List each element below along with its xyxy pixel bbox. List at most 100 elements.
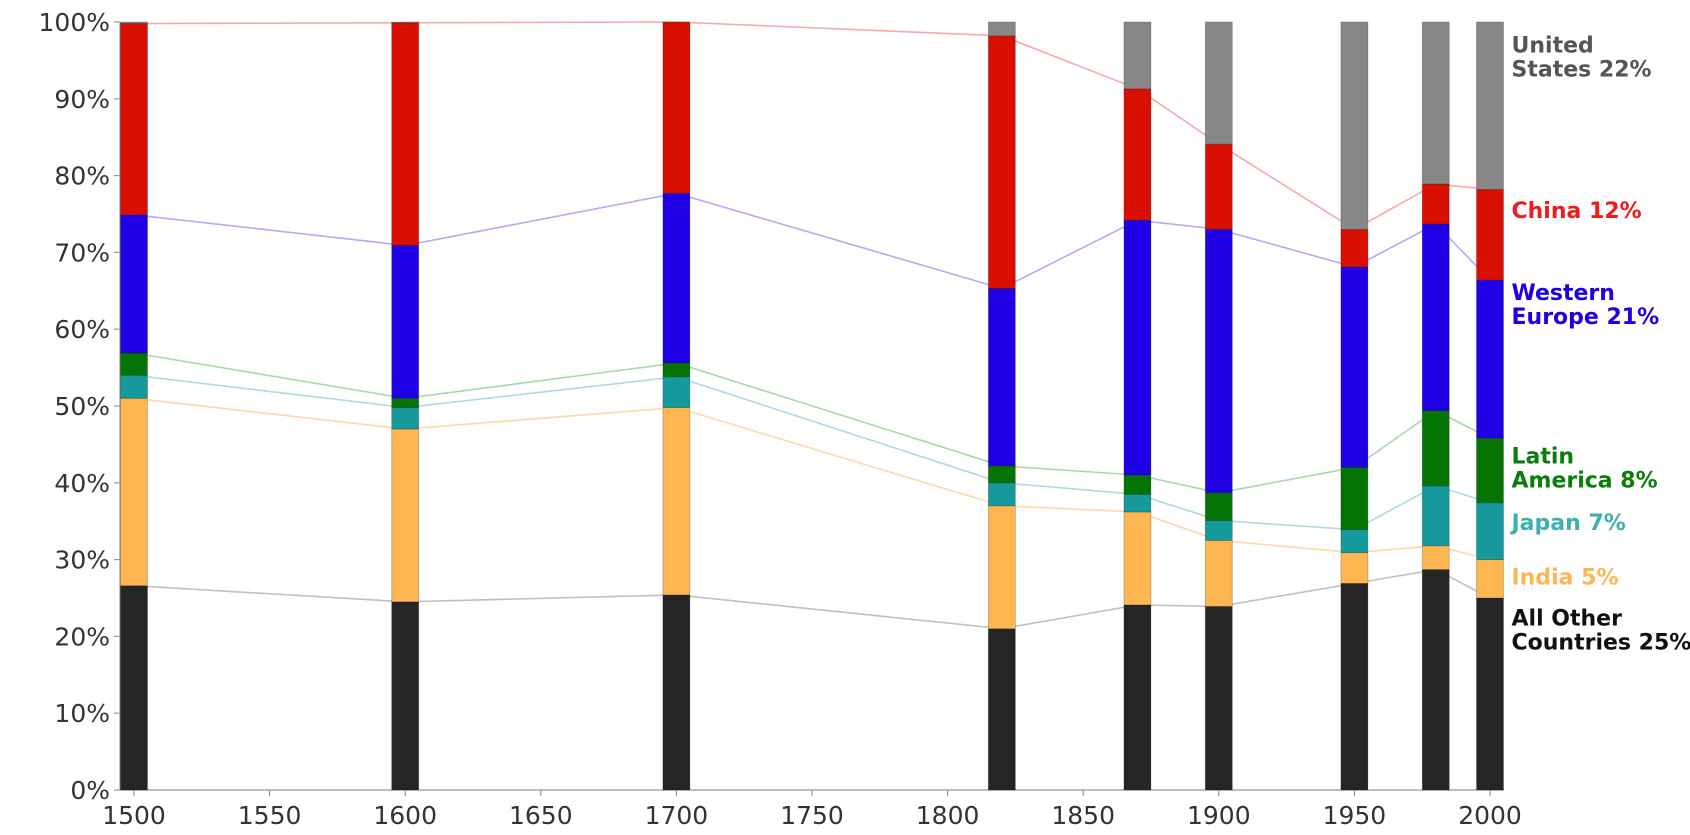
bar-segment-india-2000: [1476, 559, 1504, 599]
bar-segment-japan-1950: [1340, 529, 1369, 554]
y-tick-label: 100%: [39, 8, 110, 37]
y-tick-label: 40%: [54, 469, 110, 498]
series-label-japan: Japan 7%: [1510, 511, 1626, 536]
bar-segment-china-1600: [391, 22, 420, 246]
bar-segment-china-2000: [1476, 189, 1504, 281]
bar-segment-japan-1500: [120, 374, 148, 399]
bar-segment-india-1600: [391, 428, 420, 603]
bar-segment-all-other-countries-2000: [1476, 597, 1504, 791]
bar-segment-all-other-countries-1700: [662, 594, 691, 791]
stacked-bars: [120, 21, 1504, 791]
x-tick-label: 1850: [1051, 801, 1115, 830]
bar-segment-all-other-countries-1980: [1421, 569, 1450, 791]
series-label-all-other-countries: Countries 25%: [1512, 630, 1690, 655]
bar-segment-latin-america-1950: [1340, 467, 1369, 531]
series-label-latin-america: Latin: [1512, 444, 1575, 469]
bar-segment-china-1900: [1204, 143, 1233, 230]
bar-segment-latin-america-1870: [1123, 474, 1152, 495]
bar-segment-china-1980: [1421, 183, 1450, 225]
connector-line-india: [133, 397, 1491, 561]
bar-segment-latin-america-1820: [987, 465, 1016, 484]
bar-segment-western-europe-1950: [1340, 266, 1369, 468]
y-tick-label: 60%: [54, 315, 110, 344]
bar-segment-united-states-1900: [1204, 21, 1233, 145]
bar-segment-western-europe-1870: [1123, 219, 1152, 476]
bar-segment-western-europe-1700: [662, 192, 691, 364]
bar-segment-china-1950: [1340, 228, 1369, 268]
bar-segment-all-other-countries-1950: [1340, 583, 1369, 791]
bar-segment-all-other-countries-1500: [120, 585, 148, 791]
bar-segment-india-1980: [1421, 545, 1450, 570]
connector-line-western-europe: [133, 192, 1491, 290]
bar-segment-western-europe-1820: [987, 288, 1016, 467]
x-tick-label: 2000: [1458, 801, 1522, 830]
connector-lines: [133, 21, 1491, 630]
x-tick-label: 1950: [1323, 801, 1387, 830]
bar-segment-japan-1870: [1123, 493, 1152, 513]
bar-segment-united-states-1820: [987, 21, 1016, 37]
bar-segment-china-1500: [120, 23, 148, 216]
series-label-all-other-countries: All Other: [1512, 606, 1623, 631]
bar-segment-japan-2000: [1476, 502, 1504, 561]
connector-line-all-other-countries: [133, 568, 1491, 630]
axes: 0% 10% 20% 30% 40% 50% 60% 70% 80% 90% 100% 1500 155…: [39, 8, 1522, 830]
connector-line-latin-america: [133, 352, 1491, 494]
bar-segment-western-europe-1980: [1421, 223, 1450, 412]
bar-segment-japan-1900: [1204, 520, 1233, 541]
series-label-western-europe: Europe 21%: [1512, 305, 1660, 330]
series-label-latin-america: America 8%: [1512, 468, 1658, 493]
bar-segment-india-1870: [1123, 511, 1152, 606]
connector-line-japan: [133, 374, 1491, 531]
bar-segment-latin-america-1900: [1204, 492, 1233, 521]
bar-segment-latin-america-1700: [662, 362, 691, 378]
bar-segment-all-other-countries-1870: [1123, 604, 1152, 791]
bar-segment-united-states-1600: [391, 21, 420, 24]
y-tick-label: 50%: [54, 392, 110, 421]
bar-segment-western-europe-1600: [391, 245, 420, 399]
bar-segment-india-1900: [1204, 540, 1233, 607]
series-label-united-states: United: [1512, 34, 1594, 59]
series-label-western-europe: Western: [1512, 281, 1615, 306]
x-tick-label: 1700: [645, 801, 709, 830]
y-tick-label: 80%: [54, 162, 110, 191]
bar-segment-japan-1820: [987, 482, 1016, 507]
bar-segment-western-europe-1900: [1204, 228, 1233, 494]
y-tick-label: 0%: [70, 776, 110, 805]
bar-segment-united-states-1870: [1123, 21, 1152, 90]
bar-segment-latin-america-2000: [1476, 437, 1504, 504]
x-tick-label: 1900: [1187, 801, 1251, 830]
x-tick-label: 1650: [509, 801, 573, 830]
series-label-china: China 12%: [1512, 199, 1642, 224]
bar-segment-united-states-1980: [1421, 21, 1450, 185]
bar-segment-western-europe-2000: [1476, 279, 1504, 439]
y-tick-label: 20%: [54, 622, 110, 651]
bar-segment-japan-1700: [662, 376, 691, 408]
y-tick-label: 70%: [54, 238, 110, 267]
bar-segment-china-1820: [987, 35, 1016, 289]
bar-segment-india-1950: [1340, 552, 1369, 584]
bar-segment-india-1700: [662, 407, 691, 596]
x-tick-label: 1800: [916, 801, 980, 830]
bar-segment-united-states-2000: [1476, 21, 1504, 190]
y-tick-label: 90%: [54, 85, 110, 114]
bar-segment-latin-america-1980: [1421, 410, 1450, 487]
bar-segment-united-states-1950: [1340, 21, 1369, 230]
bar-segment-united-states-1500: [120, 21, 148, 24]
bar-segment-china-1870: [1123, 88, 1152, 221]
bar-segment-latin-america-1600: [391, 397, 420, 408]
x-tick-label: 1750: [780, 801, 844, 830]
x-tick-label: 1600: [373, 801, 437, 830]
bar-segment-india-1820: [987, 505, 1016, 630]
x-tick-label: 1550: [238, 801, 302, 830]
bar-segment-japan-1600: [391, 407, 420, 430]
bar-segment-all-other-countries-1820: [987, 628, 1016, 791]
y-tick-label: 10%: [54, 699, 110, 728]
series-label-india: India 5%: [1512, 565, 1619, 590]
y-tick-label: 30%: [54, 546, 110, 575]
bar-segment-china-1700: [662, 21, 691, 194]
bar-segment-all-other-countries-1900: [1204, 606, 1233, 791]
bar-segment-western-europe-1500: [120, 214, 148, 354]
bar-segment-japan-1980: [1421, 485, 1450, 547]
